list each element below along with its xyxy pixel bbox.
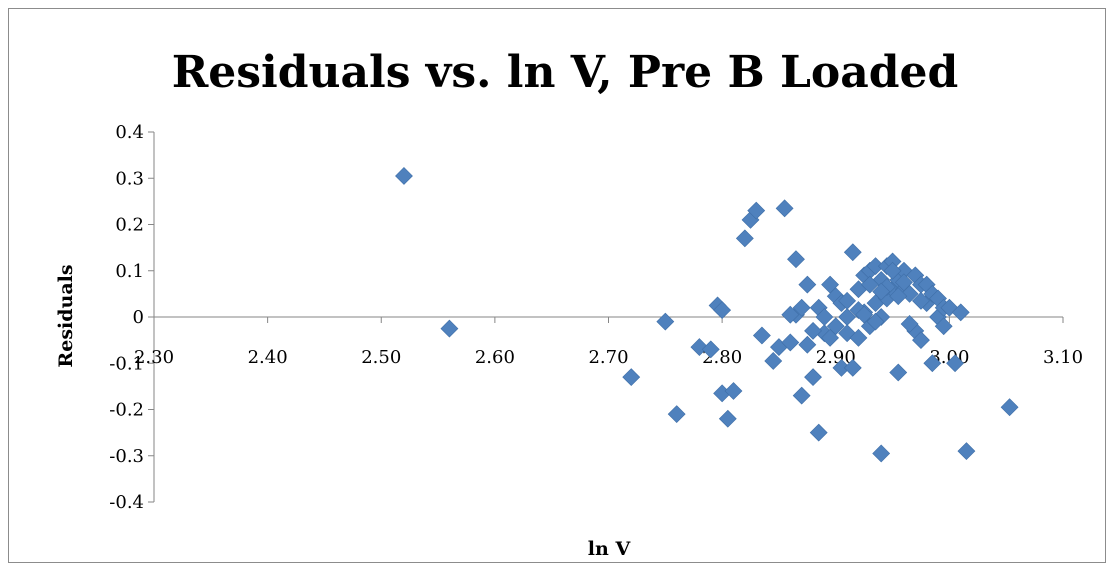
data-point [872,282,891,301]
data-point [656,312,675,331]
x-tick-label: 2.40 [248,347,288,368]
data-point [912,291,930,310]
data-point [752,326,771,345]
x-tick-label: 3.10 [1043,347,1083,368]
data-point [849,328,868,347]
data-point [440,319,459,338]
x-tick-label: 2.70 [588,347,628,368]
data-point [713,301,732,319]
data-point [957,442,976,461]
data-points [395,167,1019,463]
data-point [395,167,413,185]
data-point [923,354,942,373]
data-point [946,354,964,373]
y-tick-label: -0.2 [109,400,144,421]
data-point [889,363,908,382]
data-point [701,340,720,359]
axes [148,131,1064,503]
data-point [798,275,817,294]
data-point [866,312,885,331]
y-tick-label: -0.4 [109,492,144,513]
chart-title: Residuals vs. ln V, Pre B Loaded [172,47,959,98]
data-point [781,305,800,324]
data-point [735,229,754,248]
data-point [843,358,862,377]
data-point [622,368,641,387]
data-point [667,405,686,424]
data-point [843,243,862,262]
data-point [872,444,891,463]
data-point [787,250,805,269]
data-point [855,305,874,324]
y-tick-label: -0.3 [109,446,144,467]
data-point [815,308,834,326]
data-point [895,273,913,292]
data-point [764,352,783,370]
data-point [798,335,817,354]
y-tick-label: 0.2 [115,215,144,236]
data-point [826,317,845,336]
data-point [900,315,919,333]
data-point [838,291,857,310]
data-point [934,317,953,336]
data-point [724,382,743,400]
y-tick-label: 0.4 [115,122,144,143]
data-point [889,287,908,306]
y-axis-title: Residuals [55,264,77,367]
y-tick-label: 0 [133,307,144,328]
x-tick-label: 2.30 [134,347,174,368]
data-point [792,386,811,405]
data-point [747,201,766,220]
data-point [912,331,930,350]
x-axis-title: ln V [588,538,632,560]
y-tick-label: 0.3 [115,168,144,189]
data-point [792,298,811,317]
x-tick-label: 2.60 [475,347,515,368]
y-tick-label: 0.1 [115,261,144,282]
data-point [951,303,970,322]
x-tick-label: 2.50 [361,347,401,368]
data-point [718,409,737,428]
data-point [804,368,822,387]
data-point [883,261,902,280]
data-point [860,275,879,294]
data-point [690,338,709,356]
y-tick-label: -0.1 [109,353,144,374]
data-point [781,333,800,352]
data-point [775,199,794,218]
x-tick-label: 2.90 [816,347,856,368]
data-point [1000,398,1019,417]
data-point [809,423,828,442]
data-point [804,321,822,340]
